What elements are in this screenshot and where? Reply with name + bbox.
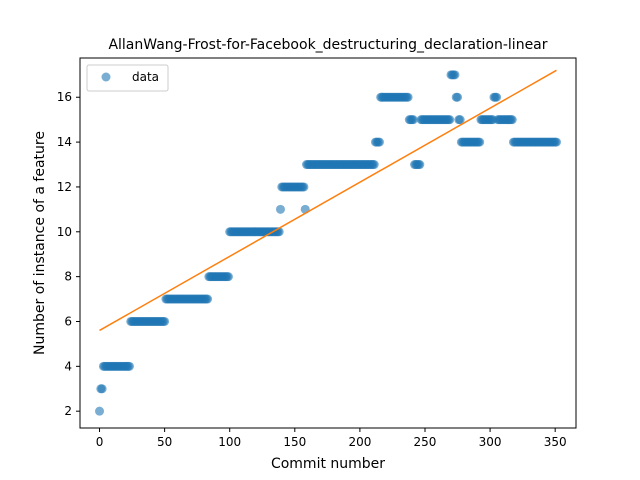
x-tick-label: 0 <box>96 435 104 449</box>
y-tick-label: 12 <box>57 180 72 194</box>
y-tick-label: 10 <box>57 225 72 239</box>
y-tick-label: 2 <box>64 404 72 418</box>
data-point <box>95 406 105 416</box>
data-point <box>415 160 425 170</box>
y-tick-label: 4 <box>64 359 72 373</box>
y-tick-label: 6 <box>64 314 72 328</box>
axis-ticks: 0 50 100 150 200 250 300 350 2 4 6 8 10 12 14 16 <box>57 90 567 449</box>
x-tick-label: 350 <box>544 435 567 449</box>
axes-frame <box>79 57 577 429</box>
x-tick-label: 50 <box>157 435 172 449</box>
chart-title: AllanWang-Frost-for-Facebook_destructuri… <box>108 37 547 53</box>
data-point <box>492 92 502 102</box>
data-point <box>507 115 517 125</box>
legend-marker <box>101 72 111 82</box>
data-point <box>445 115 455 125</box>
y-tick-label: 16 <box>57 90 72 104</box>
legend-label-data: data <box>132 70 159 84</box>
data-point <box>455 115 465 125</box>
y-tick-label: 14 <box>57 135 72 149</box>
data-point <box>299 182 309 192</box>
data-point <box>450 70 460 80</box>
data-point <box>453 92 463 102</box>
plot-area <box>95 69 561 416</box>
data-point <box>160 316 170 326</box>
data-point <box>203 294 213 304</box>
fit-line <box>99 69 557 332</box>
data-point <box>223 272 233 282</box>
y-axis-label: Number of instance of a feature <box>32 131 48 355</box>
x-axis-label: Commit number <box>271 456 385 472</box>
data-point <box>408 115 418 125</box>
x-tick-label: 100 <box>218 435 241 449</box>
x-tick-label: 300 <box>479 435 502 449</box>
legend-box <box>86 64 169 92</box>
x-tick-label: 250 <box>414 435 437 449</box>
data-point <box>275 204 285 214</box>
y-tick-label: 8 <box>64 270 72 284</box>
x-tick-label: 150 <box>283 435 306 449</box>
data-point <box>403 92 413 102</box>
data-point <box>551 137 561 147</box>
legend: data <box>86 64 169 92</box>
data-point <box>97 384 107 394</box>
data-point <box>124 361 134 371</box>
data-point <box>369 160 379 170</box>
x-tick-label: 200 <box>348 435 371 449</box>
data-point <box>374 137 384 147</box>
data-point <box>475 137 485 147</box>
